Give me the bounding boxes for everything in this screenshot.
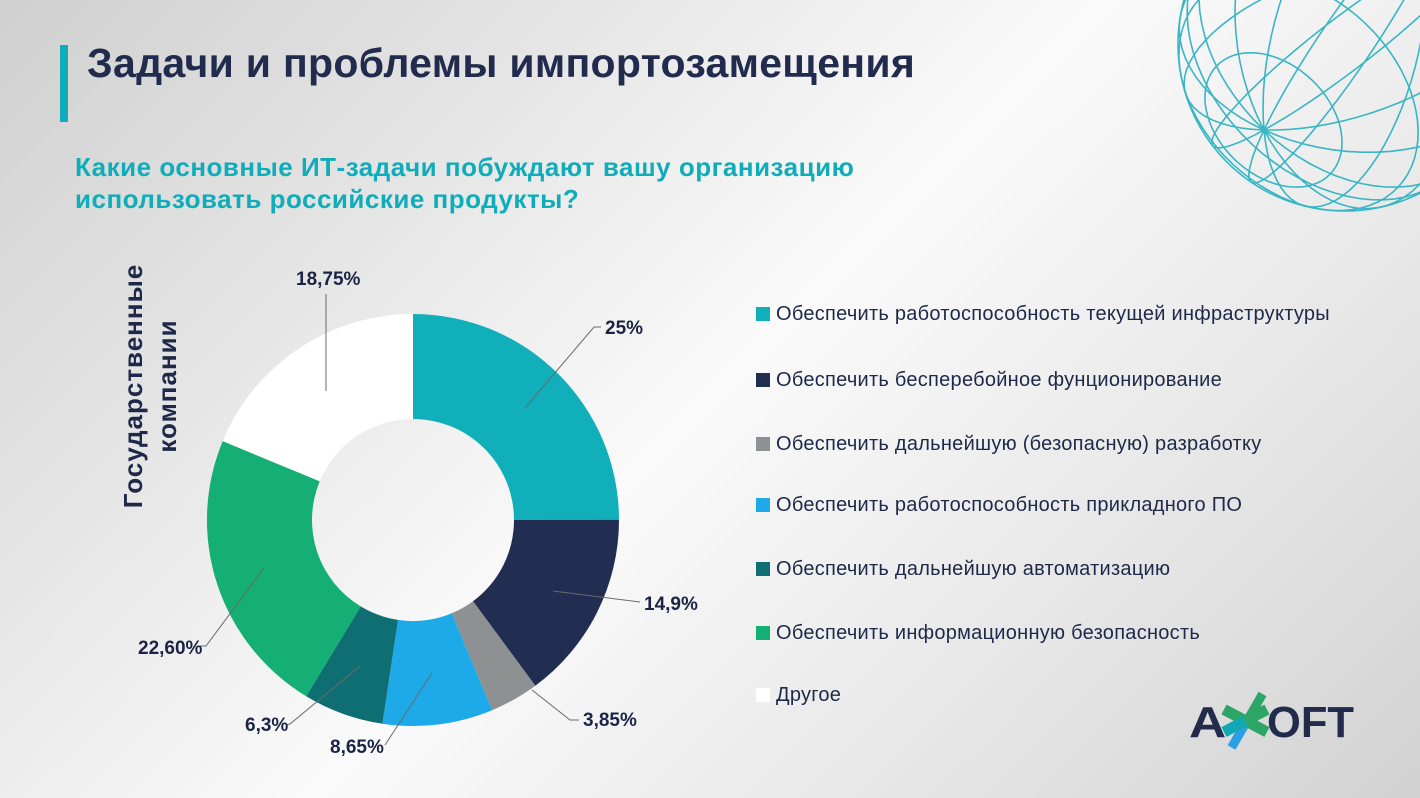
- svg-text:A: A: [1189, 698, 1226, 747]
- svg-text:OFT: OFT: [1267, 698, 1354, 747]
